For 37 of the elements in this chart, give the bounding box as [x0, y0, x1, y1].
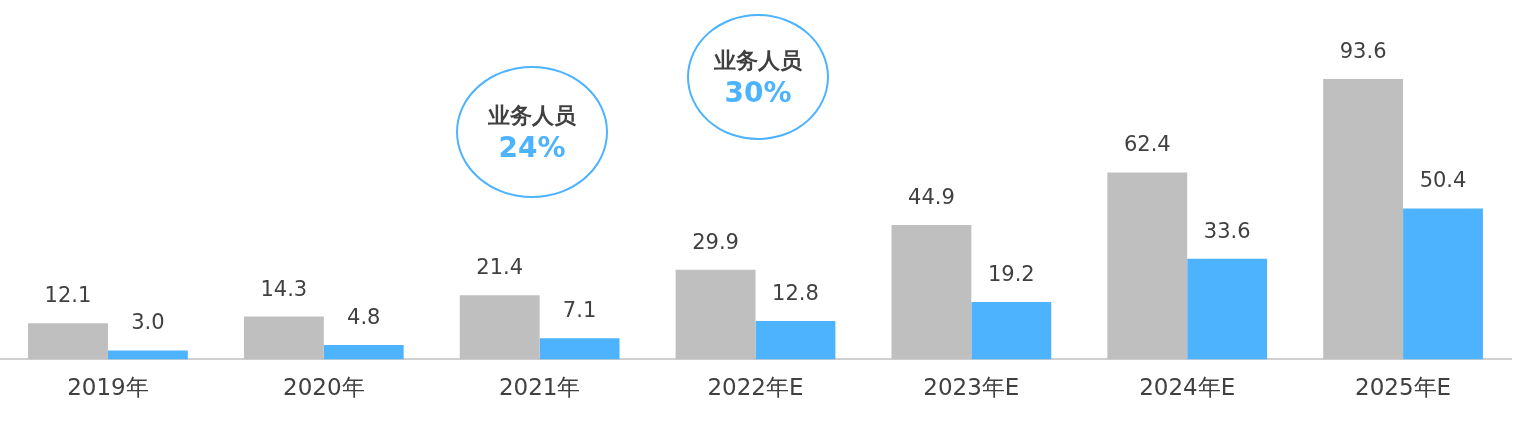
data-label: 29.9: [692, 229, 739, 254]
x-tick-label: 2024年E: [1139, 374, 1236, 401]
x-tick-label: 2025年E: [1355, 374, 1452, 401]
bar: [459, 295, 540, 360]
data-label: 50.4: [1419, 168, 1467, 193]
x-tick-label: 2020年: [283, 374, 365, 401]
bar: [891, 224, 972, 360]
bar: [323, 345, 404, 360]
data-label: 62.4: [1123, 132, 1171, 157]
bar: [1403, 208, 1483, 360]
bar: [243, 316, 324, 360]
bar: [1323, 79, 1404, 360]
bar: [971, 301, 1052, 360]
data-label: 7.1: [562, 298, 597, 323]
data-label: 44.9: [908, 184, 955, 209]
bar: [1187, 258, 1268, 360]
x-tick-label: 2019年: [67, 374, 149, 401]
bar: [539, 338, 620, 360]
data-label: 21.4: [476, 255, 524, 280]
data-label: 12.8: [772, 281, 819, 306]
data-label: 33.6: [1203, 218, 1251, 243]
bar: [28, 323, 108, 360]
data-label: 3.0: [131, 310, 165, 335]
bar: [1107, 172, 1188, 360]
x-tick-label: 2022年E: [707, 374, 804, 401]
bar: [107, 350, 188, 360]
bar: [755, 321, 836, 360]
data-label: 93.6: [1339, 39, 1387, 64]
annotation: 业务人员 30%: [714, 46, 802, 109]
data-label: 19.2: [987, 261, 1035, 286]
x-tick-label: 2023年E: [923, 374, 1020, 401]
annotation: 业务人员 24%: [488, 101, 576, 164]
data-label: 14.3: [260, 276, 308, 301]
data-label: 4.8: [347, 304, 381, 329]
x-tick-label: 2021年: [498, 374, 581, 401]
bar: [675, 269, 756, 360]
data-label: 12.1: [44, 283, 92, 308]
